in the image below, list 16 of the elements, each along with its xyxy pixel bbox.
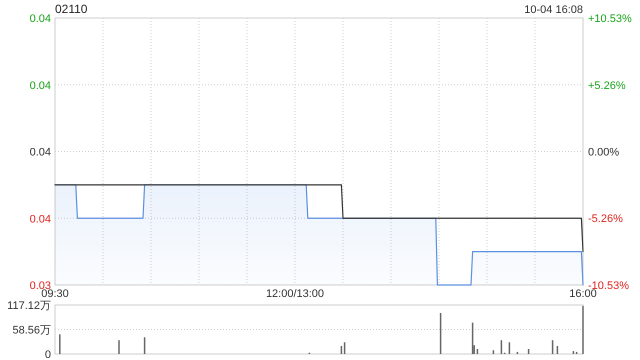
x-tick-label: 09:30 bbox=[41, 288, 69, 300]
y-tick-label: 0.04 bbox=[30, 13, 51, 25]
text: 10-04 16:08 bbox=[524, 4, 583, 16]
y2-tick-label: +10.53% bbox=[588, 13, 632, 25]
x-tick-label: 16:00 bbox=[569, 288, 597, 300]
y-tick-label: 0.04 bbox=[30, 80, 51, 92]
y2-tick-label: -5.26% bbox=[588, 213, 624, 226]
y-tick-label: 0.04 bbox=[30, 213, 51, 226]
x-tick-label: 12:00/13:00 bbox=[266, 288, 324, 300]
y-tick-label: 117.12万 bbox=[7, 300, 51, 312]
y-tick-label: 0.04 bbox=[30, 146, 51, 158]
y2-tick-label: 0.00% bbox=[588, 146, 620, 158]
y-tick-label: 0 bbox=[44, 349, 51, 360]
y-tick-label: 58.56万 bbox=[12, 324, 51, 336]
chart-title: 02110 bbox=[55, 2, 88, 16]
y2-tick-label: +5.26% bbox=[588, 80, 626, 92]
